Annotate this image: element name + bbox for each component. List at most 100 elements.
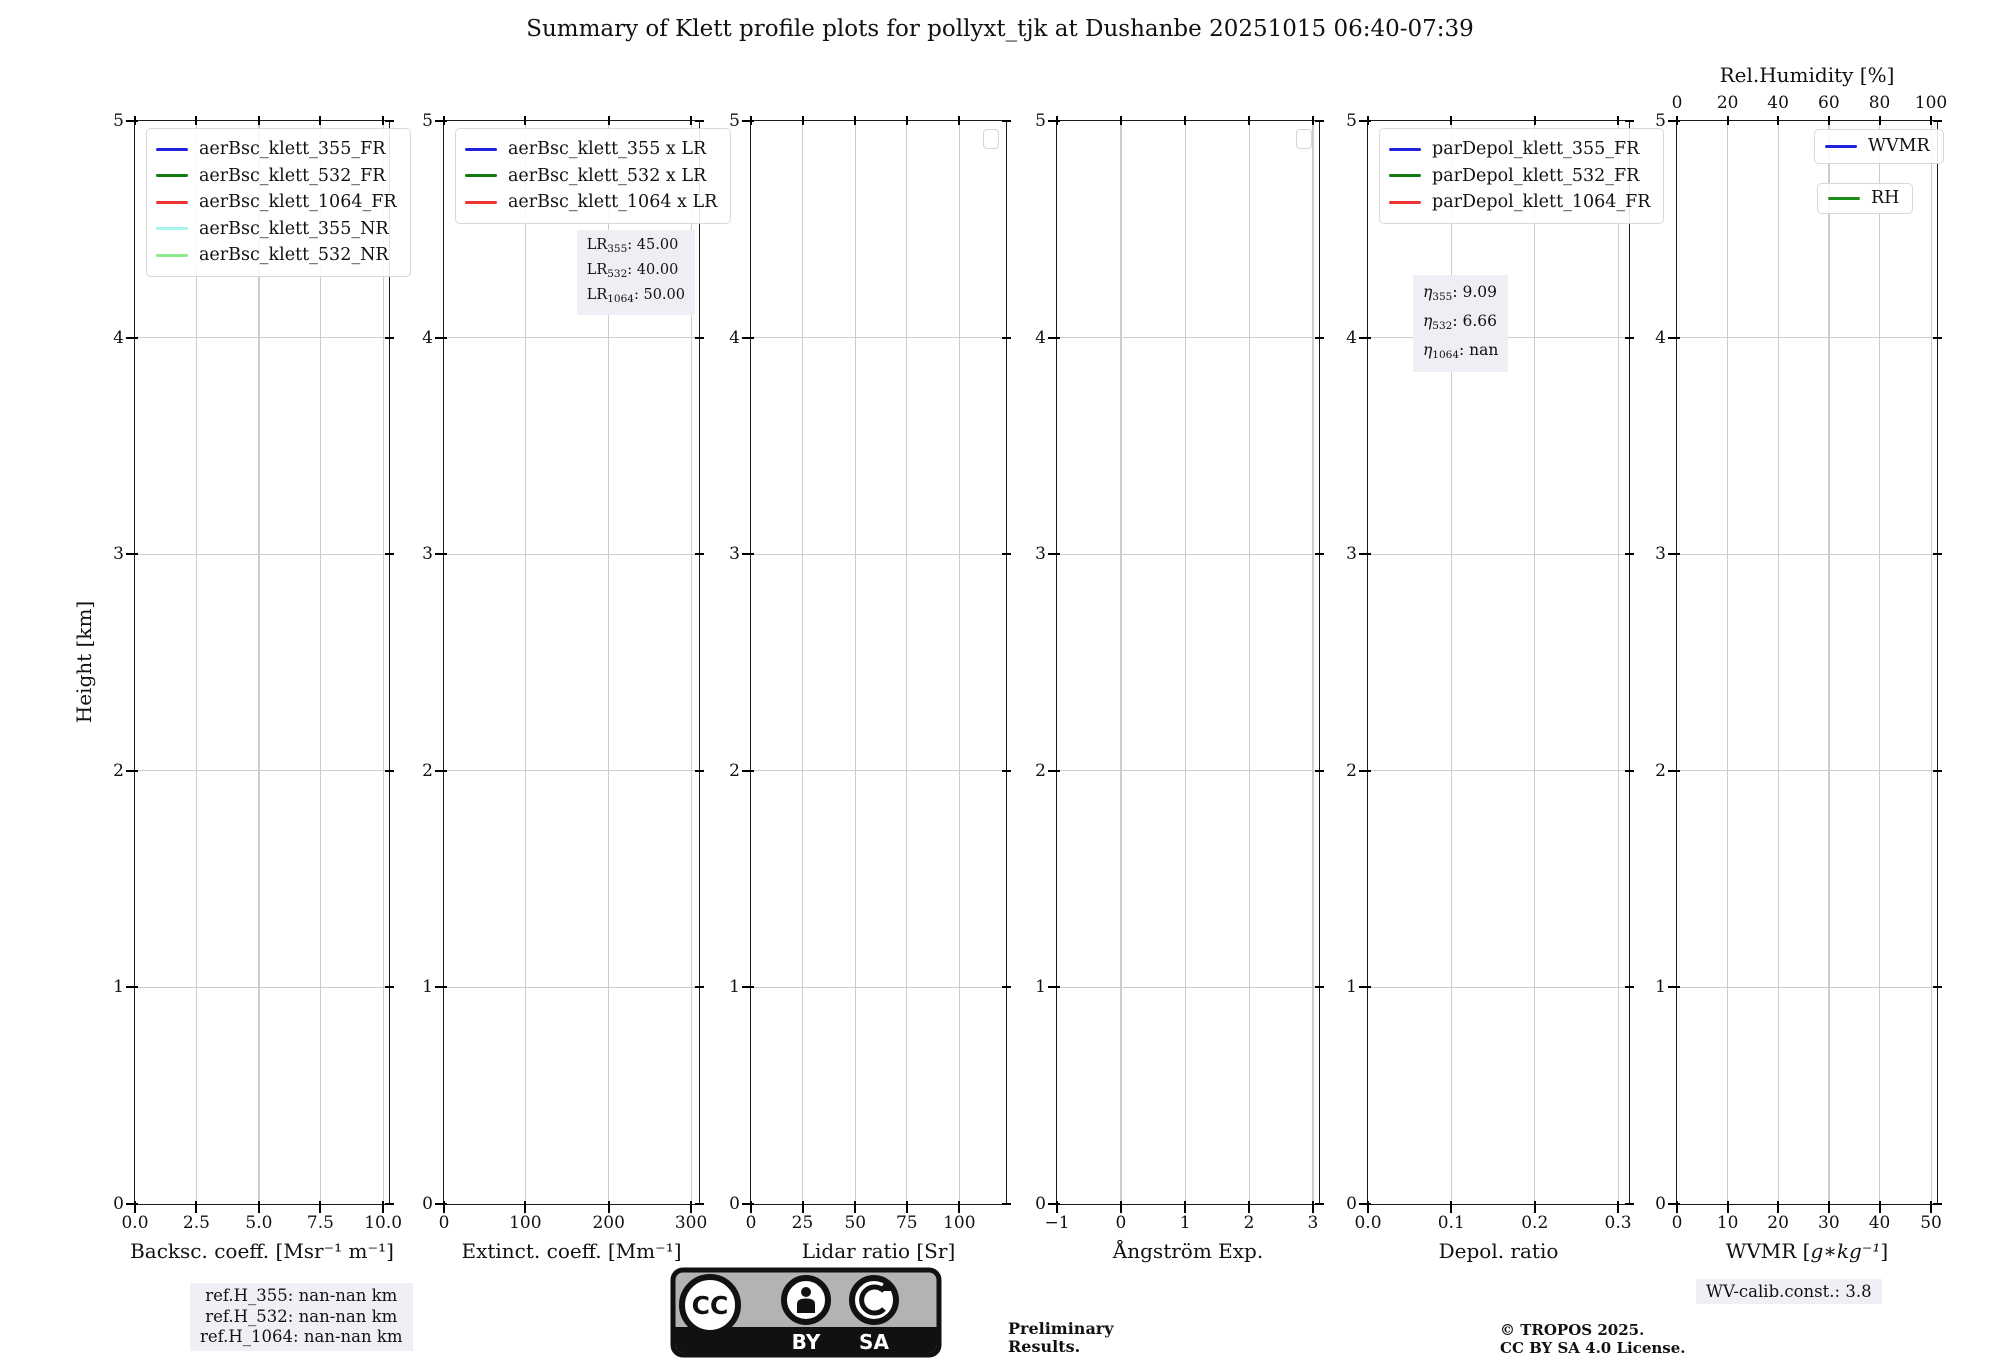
tick-label: 25: [791, 1213, 814, 1233]
empty-legend-box: [1296, 129, 1312, 149]
legend-entry: aerBsc_klett_532_NR: [156, 242, 397, 269]
cc-by-sa-badge: BY SA CC: [670, 1267, 942, 1358]
gridline: [1057, 553, 1319, 555]
tick-mark: [1002, 986, 1011, 989]
tick-mark: [1311, 1201, 1314, 1213]
tick-mark: [854, 1201, 857, 1213]
panel-angstrom-exp: −1 0 1 2 3 0 1 2 3 4 5 Ångström Exp.: [1035, 111, 1324, 1263]
gridline: [1057, 337, 1319, 339]
tick-mark: [1668, 120, 1680, 122]
tick-mark: [1625, 1203, 1634, 1205]
tick-mark: [1827, 116, 1830, 125]
legend-line-sample: [465, 174, 497, 178]
gridline: [1777, 121, 1779, 1204]
gridline: [135, 553, 389, 555]
gridline: [854, 121, 856, 1204]
badge-band: [675, 1327, 937, 1353]
top-axis-label-rel-humidity: Rel.Humidity [%]: [1719, 63, 1895, 87]
tick-mark: [1933, 120, 1942, 122]
tick-mark: [195, 116, 198, 125]
tick-mark: [524, 1201, 527, 1213]
tick-label: 1: [422, 977, 433, 998]
tick-mark: [1048, 1203, 1060, 1205]
legend-entry: RH: [1828, 185, 1899, 212]
legend-label: parDepol_klett_1064_FR: [1432, 192, 1651, 213]
tick-mark: [1002, 1203, 1011, 1205]
tick-mark: [1625, 120, 1634, 122]
tick-label: 3: [729, 544, 740, 565]
legend-label: parDepol_klett_532_FR: [1432, 165, 1640, 186]
legend-entry: WVMR: [1825, 133, 1930, 160]
tick-mark: [1625, 553, 1634, 556]
tick-mark: [435, 336, 447, 339]
eta-annotation: η355: 9.09 η532: 6.66 η1064: nan: [1413, 275, 1509, 372]
legend-line-sample: [465, 200, 497, 204]
panel-depol-ratio: 0.0 0.1 0.2 0.3 0 1 2 3 4 5 parDepol_klett_355_FR…: [1346, 111, 1665, 1263]
tick-mark: [126, 336, 138, 339]
tick-label: 100: [1914, 93, 1948, 113]
y-axis-label: Height [km]: [72, 600, 96, 724]
copyright-note: © TROPOS 2025. CC BY SA 4.0 License.: [1500, 1321, 1686, 1357]
tick-label: 50: [844, 1213, 867, 1233]
tick-label: 2: [422, 760, 433, 781]
gridline: [1879, 121, 1881, 1204]
tick-label: 3: [113, 544, 124, 565]
tick-mark: [1048, 769, 1060, 772]
tick-mark: [690, 116, 693, 125]
tick-mark: [1933, 1203, 1942, 1205]
tick-mark: [1002, 553, 1011, 556]
tick-label: 5: [1035, 111, 1046, 131]
tick-label: 0.1: [1437, 1213, 1465, 1233]
tick-mark: [126, 553, 138, 556]
tick-mark: [319, 116, 322, 125]
legend-label: RH: [1871, 188, 1900, 209]
tick-label: 3: [1346, 544, 1357, 565]
tick-mark: [1315, 769, 1324, 772]
tick-mark: [742, 769, 754, 772]
tick-mark: [385, 769, 394, 772]
tick-label: 1: [729, 977, 740, 998]
gridline: [135, 770, 389, 772]
tick-mark: [1002, 120, 1011, 122]
gridline: [319, 121, 322, 1204]
tick-label: 0.3: [1604, 1213, 1632, 1233]
tick-mark: [195, 1201, 198, 1213]
tick-mark: [695, 769, 704, 772]
legend-wvmr: WVMR: [1814, 129, 1944, 164]
tick-mark: [1359, 1203, 1371, 1205]
tick-mark: [750, 1201, 752, 1213]
tick-mark: [1625, 986, 1634, 989]
tick-mark: [126, 986, 138, 989]
gridline: [1368, 770, 1629, 772]
legend-line-sample: [156, 253, 188, 257]
tick-mark: [607, 1201, 610, 1213]
tick-mark: [385, 553, 394, 556]
x-axis-label-angstrom: Ångström Exp.: [1112, 1239, 1264, 1263]
legend-entry: parDepol_klett_532_FR: [1389, 163, 1650, 190]
plot-area-backsc: 0.0 2.5 5.0 7.5 10.0 0 1 2 3 4 5: [113, 111, 402, 1233]
gridline: [524, 121, 527, 1204]
tick-mark: [742, 120, 754, 122]
tick-mark: [1933, 986, 1942, 989]
x-axis-label-backsc: Backsc. coeff. [Msr⁻¹ m⁻¹]: [130, 1239, 394, 1263]
tick-mark: [1048, 553, 1060, 556]
tick-mark: [435, 986, 447, 989]
legend-entry: aerBsc_klett_355 x LR: [465, 136, 717, 163]
tick-label: 10: [1716, 1213, 1739, 1233]
gridline: [958, 121, 961, 1204]
tick-mark: [1933, 336, 1942, 339]
preliminary-results-note: Preliminary Results.: [1008, 1319, 1114, 1356]
gridline: [1617, 121, 1619, 1204]
tick-label: 4: [113, 327, 124, 348]
x-axis-label-wvmr: WVMR [g∗kg⁻¹]: [1725, 1239, 1889, 1263]
x-axis-label-extinct: Extinct. coeff. [Mm⁻¹]: [461, 1239, 682, 1263]
legend-label: aerBsc_klett_355_FR: [199, 139, 386, 160]
tick-label: 0.0: [121, 1213, 149, 1233]
gridline: [1057, 770, 1319, 772]
tick-mark: [1668, 769, 1680, 772]
x-axis-label-lidar-ratio: Lidar ratio [Sr]: [801, 1239, 956, 1263]
legend-label: aerBsc_klett_532_NR: [199, 245, 389, 266]
legend-line-sample: [156, 174, 188, 178]
tick-mark: [1359, 336, 1371, 339]
